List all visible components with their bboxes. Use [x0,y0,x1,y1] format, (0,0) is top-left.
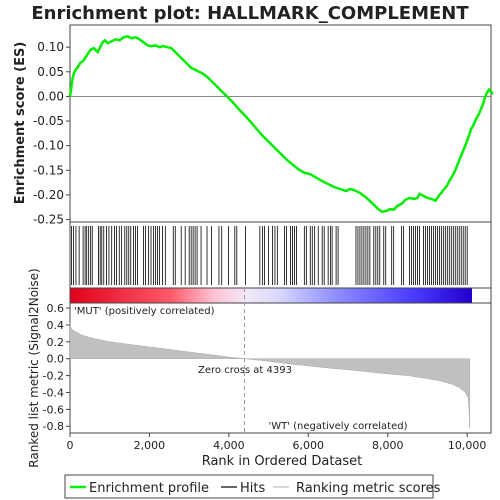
metric-xtick-label: 2,000 [134,439,166,452]
metric-ytick-label: 0.0 [47,353,65,366]
negative-correlation-label: 'WT' (negatively correlated) [268,421,407,432]
metric-ytick-label: -0.4 [43,386,64,399]
metric-xtick-label: 0 [67,439,74,452]
es-ytick-label: -0.10 [33,139,64,153]
es-panel-frame [69,24,492,223]
metric-x-ticks: 0 2,000 4,000 6,000 8,000 10,000 [67,433,487,452]
metric-xtick-label: 4,000 [213,439,245,452]
zero-cross-label: Zero cross at 4393 [198,365,292,376]
es-ytick-label: -0.20 [33,188,64,202]
ranking-metric-area [69,323,471,429]
metric-ytick-label: -0.6 [43,403,64,416]
legend-enrichment-label: Enrichment profile [89,481,209,496]
metric-ytick-label: 0.6 [47,302,65,315]
metric-xtick-label: 10,000 [448,439,487,452]
metric-ytick-label: -0.8 [43,420,64,433]
metric-ytick-label: -0.2 [43,370,64,383]
es-ytick-label: 0.00 [37,89,64,103]
metric-y-axis-label: Ranked list metric (Signal2Noise) [27,268,41,467]
legend-box [64,474,434,499]
es-ytick-label: -0.15 [33,163,64,177]
correlation-color-bar [70,288,472,303]
metric-y-ticks: 0.6 0.4 0.2 0.0 -0.2 -0.4 -0.6 -0.8 [43,302,70,433]
metric-ytick-label: 0.4 [47,319,65,332]
enrichment-profile-line [68,34,494,214]
legend-metric-label: Ranking metric scores [296,481,441,496]
metric-xtick-label: 8,000 [372,439,404,452]
positive-correlation-label: 'MUT' (positively correlated) [74,306,215,317]
es-ytick-label: 0.10 [37,40,64,54]
legend-hits-label: Hits [240,481,265,496]
es-y-axis-label: Enrichment score (ES) [13,42,28,205]
es-ytick-label: -0.25 [33,213,64,227]
es-ytick-label: 0.05 [37,65,64,79]
hits-marks [71,226,468,285]
es-ytick-label: -0.05 [33,114,64,128]
x-axis-label: Rank in Ordered Dataset [202,454,363,469]
es-y-ticks: 0.10 0.05 0.00 -0.05 -0.10 -0.15 -0.20 -0.25 [33,40,70,227]
metric-xtick-label: 6,000 [293,439,325,452]
chart-title: Enrichment plot: HALLMARK_COMPLEMENT [31,3,469,24]
metric-panel-frame [69,302,492,434]
metric-ytick-label: 0.2 [47,336,65,349]
